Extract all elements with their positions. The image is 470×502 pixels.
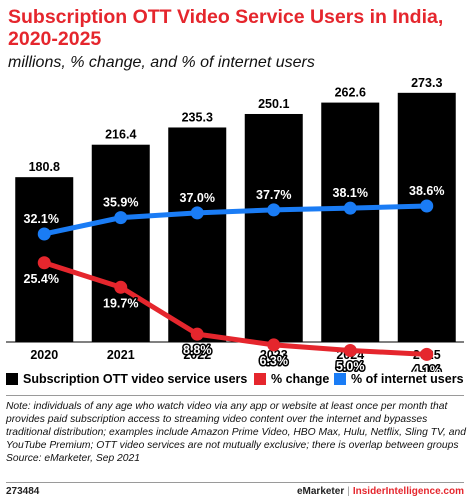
internet-label-2021: 35.9%: [103, 196, 138, 210]
change-label-2024: 5.0%: [336, 360, 365, 373]
x-tick-2023: 2023: [260, 348, 288, 362]
x-tick-2021: 2021: [107, 348, 135, 362]
source-text: Source: eMarketer, Sep 2021: [6, 453, 140, 464]
legend-label-internet: % of internet users: [351, 372, 464, 386]
legend-item-users: Subscription OTT video service users: [6, 372, 247, 386]
legend-item-change: % change: [254, 372, 329, 386]
change-label-2025: 4.1%: [413, 363, 442, 372]
legend-label-change: % change: [271, 372, 330, 386]
brand-emarketer: eMarketer: [296, 486, 345, 497]
x-tick-2022: 2022: [183, 348, 211, 362]
legend-item-internet: % of internet users: [334, 372, 464, 386]
bar-label-2024: 262.6: [335, 86, 366, 100]
change-line: [41, 260, 430, 357]
bar-2025: [397, 92, 456, 342]
bar-label-2023: 250.1: [258, 97, 289, 111]
bar-label-2021: 216.4: [105, 128, 136, 142]
legend-swatch-change: [254, 373, 266, 385]
x-tick-2020: 2020: [30, 348, 58, 362]
bar-label-2020: 180.8: [29, 160, 60, 174]
chart-note: Note: individuals of any age who watch v…: [6, 400, 466, 465]
internet-point-2022: [190, 206, 204, 220]
internet-point-2023: [267, 203, 281, 217]
internet-label-2022: 37.0%: [180, 191, 215, 205]
chart-subtitle: millions, % change, and % of internet us…: [8, 54, 315, 71]
chart-plot: 180.8 216.4 235.3 250.1 262.6 273.3 2020 2021 20…: [6, 76, 464, 373]
change-point-2023: [267, 338, 281, 352]
change-label-2023: 6.3%: [260, 354, 289, 368]
bar-2024: [321, 102, 380, 342]
legend-swatch-internet: [334, 373, 346, 385]
bar-label-2022: 235.3: [182, 110, 213, 124]
note-text: Note: individuals of any age who watch v…: [6, 401, 466, 451]
legend-swatch-users: [6, 373, 18, 385]
internet-label-2024: 38.1%: [333, 186, 368, 200]
change-point-2025: [420, 347, 434, 361]
brand-insider-intelligence: InsiderIntelligence.com: [352, 486, 464, 497]
internet-point-2025: [420, 199, 434, 213]
chart-legend: Subscription OTT video service users % c…: [6, 372, 470, 390]
internet-label-2025: 38.6%: [409, 184, 444, 198]
footer-brand: eMarketer | InsiderIntelligence.com: [297, 486, 464, 497]
legend-label-users: Subscription OTT video service users: [23, 372, 248, 386]
change-point-2022: [190, 327, 204, 341]
internet-point-2020: [37, 227, 51, 241]
bar-2021: [91, 144, 150, 342]
internet-line: [41, 203, 430, 237]
bar-2022: [168, 127, 227, 342]
divider-bottom: [6, 482, 464, 483]
divider-top: [6, 395, 464, 396]
internet-label-2023: 37.7%: [256, 188, 291, 202]
internet-label-2020: 32.1%: [24, 212, 59, 226]
change-label-2020: 25.4%: [24, 272, 59, 286]
chart-id: 273484: [6, 486, 40, 497]
brand-separator: |: [347, 486, 350, 497]
change-label-2022: 8.8%: [183, 343, 212, 357]
internet-point-2021: [114, 211, 128, 225]
bar-2023: [244, 113, 303, 343]
change-point-2021: [114, 280, 128, 294]
chart-title: Subscription OTT Video Service Users in …: [8, 6, 444, 50]
change-point-2024: [343, 344, 357, 357]
change-point-2020: [37, 256, 51, 270]
change-label-2021: 19.7%: [103, 296, 138, 310]
bar-label-2025: 273.3: [411, 76, 442, 90]
internet-point-2024: [343, 201, 357, 215]
